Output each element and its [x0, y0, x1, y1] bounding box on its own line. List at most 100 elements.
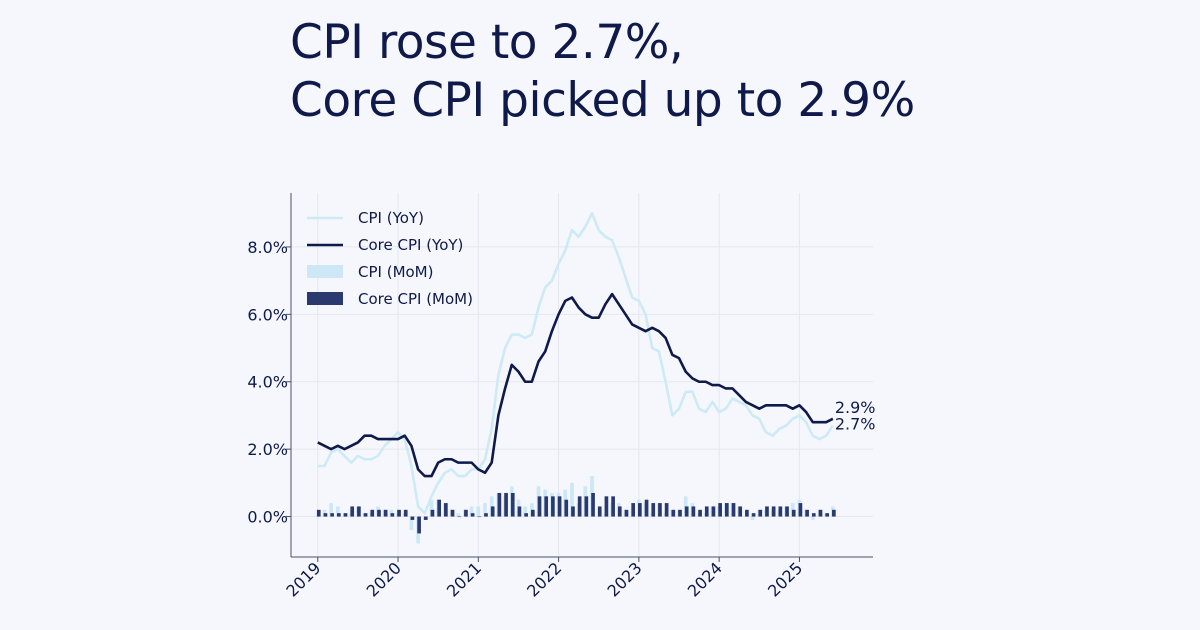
core-mom-bar-33	[537, 496, 542, 517]
core-mom-bar-66	[758, 509, 763, 517]
cpi-mom-bar-74	[810, 516, 815, 520]
core-mom-bar-4	[343, 513, 348, 517]
core-mom-bar-44	[611, 496, 615, 517]
headline-line-1: CPI rose to 2.7%,	[290, 15, 684, 70]
core-mom-bar-32	[530, 509, 535, 517]
core-mom-bar-43	[604, 496, 609, 517]
core-mom-bar-45	[617, 506, 622, 517]
core-mom-bar-52	[664, 503, 669, 517]
core-mom-bar-24	[477, 516, 482, 518]
core-mom-bar-47	[631, 503, 636, 517]
cpi-mom-bar-25	[483, 503, 487, 517]
cpi-end-label: 2.7%	[835, 415, 876, 434]
cpi-mom-bar-47	[630, 516, 635, 518]
cpi-mom-bar-17	[429, 499, 434, 517]
x-tick-label-2: 2021	[443, 558, 485, 600]
core-mom-bar-28	[504, 492, 508, 517]
y-tick-label-2: 4.0%	[247, 373, 288, 392]
core-mom-bar-53	[671, 509, 676, 517]
core-mom-bar-30	[517, 506, 522, 517]
core-mom-bar-41	[591, 492, 595, 517]
core-mom-bar-8	[370, 509, 375, 517]
core-mom-bar-60	[718, 503, 722, 517]
core-mom-bar-51	[658, 503, 662, 517]
cpi-mom-bar-24	[476, 506, 481, 517]
cpi-mom-bar-2	[329, 503, 333, 517]
core-mom-bar-39	[577, 496, 582, 517]
core-mom-bar-56	[691, 506, 696, 517]
core-cpi-yoy-line	[317, 292, 834, 478]
core-mom-bar-22	[464, 509, 468, 517]
core-mom-bar-17	[430, 509, 435, 517]
cpi-mom-bar-3	[335, 506, 340, 517]
cpi-mom-bar-14	[409, 516, 414, 531]
core-mom-bar-21	[457, 516, 462, 518]
legend-label-1: Core CPI (YoY)	[358, 236, 463, 254]
core-mom-bar-18	[437, 499, 442, 517]
headline: CPI rose to 2.7%, Core CPI picked up to …	[290, 14, 915, 130]
core-mom-bar-31	[524, 513, 528, 517]
core-mom-bar-68	[771, 506, 776, 517]
core-mom-bar-26	[490, 506, 495, 517]
core-mom-bar-9	[377, 509, 381, 517]
core-mom-bar-5	[350, 506, 355, 517]
core-mom-bar-35	[551, 496, 555, 517]
x-tick-label-4: 2023	[603, 558, 645, 600]
legend-swatch-cpi-mom	[307, 265, 343, 278]
legend-label-3: Core CPI (MoM)	[358, 290, 473, 308]
core-mom-bar-7	[363, 513, 368, 517]
y-tick-label-0: 0.0%	[247, 508, 288, 527]
core-mom-bar-38	[571, 506, 575, 517]
x-tick-label-6: 2025	[764, 558, 806, 600]
core-mom-bar-46	[624, 509, 629, 517]
headline-line-2: Core CPI picked up to 2.9%	[290, 73, 915, 128]
core-mom-bar-49	[644, 499, 649, 517]
core-mom-bar-67	[765, 506, 769, 517]
core-mom-bar-64	[745, 509, 749, 517]
core-mom-bar-13	[403, 509, 408, 517]
core-mom-bar-2	[330, 513, 334, 517]
core-mom-bar-3	[336, 513, 341, 517]
cpi-yoy-line	[317, 211, 834, 515]
core-mom-bar-71	[791, 509, 796, 517]
core-mom-bar-15	[417, 516, 421, 534]
x-tick-label-1: 2020	[363, 558, 405, 600]
core-mom-bar-40	[584, 496, 589, 517]
cpi-mom-bar-42	[596, 516, 601, 518]
core-mom-bar-57	[698, 509, 702, 517]
core-mom-bar-61	[724, 503, 729, 517]
cpi-mom-bar-31	[523, 506, 527, 517]
x-tick-label-3: 2022	[523, 558, 565, 600]
core-mom-bar-77	[832, 509, 836, 517]
core-mom-bar-36	[557, 496, 562, 517]
cpi-mom-bar-23	[469, 506, 474, 517]
core-mom-bar-6	[357, 506, 361, 517]
core-mom-bar-16	[423, 516, 428, 520]
core-mom-bar-74	[811, 513, 816, 517]
core-mom-bar-42	[597, 506, 602, 517]
cpi-mom-bar-38	[570, 482, 574, 517]
core-mom-bar-76	[825, 513, 830, 517]
y-tick-label-3: 6.0%	[247, 305, 288, 324]
core-mom-bar-23	[470, 513, 475, 517]
cpi-mom-bar-64	[744, 516, 748, 518]
core-mom-bar-25	[484, 513, 488, 517]
core-mom-bar-1	[323, 513, 328, 517]
core-mom-bar-72	[798, 503, 803, 517]
core-mom-bar-29	[510, 492, 515, 517]
x-tick-label-0: 2019	[282, 558, 324, 600]
core-mom-bar-58	[704, 506, 709, 517]
core-mom-bar-62	[731, 503, 736, 517]
x-tick-label-5: 2024	[684, 558, 726, 600]
cpi-mom-bar-0	[315, 516, 320, 518]
cpi-mom-bar-65	[750, 516, 755, 520]
core-mom-bar-69	[778, 506, 783, 517]
core-mom-bar-55	[684, 506, 689, 517]
core-mom-bar-0	[316, 509, 321, 517]
cpi-mom-bar-21	[456, 513, 461, 517]
core-mom-bar-48	[638, 503, 642, 517]
legend-label-2: CPI (MoM)	[358, 263, 433, 281]
core-mom-bar-50	[651, 503, 656, 517]
core-mom-bar-70	[785, 506, 789, 517]
